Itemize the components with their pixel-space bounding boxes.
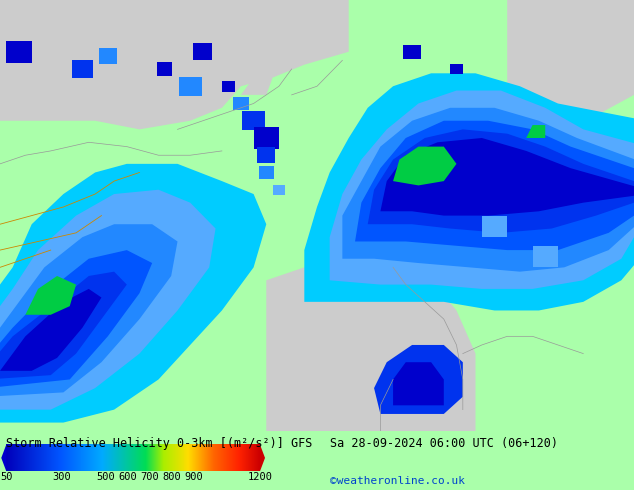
Polygon shape [342, 108, 634, 271]
Polygon shape [1, 444, 6, 471]
Polygon shape [526, 125, 545, 138]
Polygon shape [374, 345, 463, 414]
Polygon shape [403, 45, 421, 59]
Polygon shape [330, 91, 634, 289]
Polygon shape [368, 129, 634, 233]
Polygon shape [0, 289, 101, 371]
Polygon shape [222, 81, 235, 92]
Text: 600: 600 [119, 472, 137, 482]
Text: 900: 900 [184, 472, 203, 482]
Polygon shape [380, 138, 634, 216]
Polygon shape [450, 64, 463, 74]
Polygon shape [257, 147, 275, 163]
Polygon shape [72, 60, 93, 77]
Polygon shape [266, 259, 476, 431]
Polygon shape [242, 111, 265, 130]
Polygon shape [157, 62, 172, 76]
Polygon shape [0, 164, 266, 422]
Polygon shape [6, 41, 32, 63]
Polygon shape [393, 147, 456, 185]
Polygon shape [254, 127, 279, 149]
Polygon shape [25, 276, 76, 315]
Polygon shape [393, 362, 444, 405]
Text: 300: 300 [52, 472, 71, 482]
Text: 50: 50 [0, 472, 13, 482]
Polygon shape [99, 49, 117, 64]
Polygon shape [0, 0, 349, 129]
Polygon shape [0, 271, 127, 379]
Polygon shape [273, 185, 285, 195]
Polygon shape [179, 77, 202, 96]
Text: 1200: 1200 [247, 472, 273, 482]
Polygon shape [0, 250, 152, 388]
Polygon shape [355, 121, 634, 250]
Polygon shape [193, 43, 212, 60]
Text: 700: 700 [140, 472, 159, 482]
Polygon shape [259, 166, 274, 179]
Text: Sa 28-09-2024 06:00 UTC (06+120): Sa 28-09-2024 06:00 UTC (06+120) [330, 437, 558, 450]
Polygon shape [533, 246, 558, 268]
Polygon shape [304, 74, 634, 311]
Polygon shape [0, 190, 216, 410]
Text: 500: 500 [96, 472, 115, 482]
Polygon shape [0, 224, 178, 397]
Text: ©weatheronline.co.uk: ©weatheronline.co.uk [330, 476, 465, 486]
Polygon shape [233, 97, 249, 110]
Text: 800: 800 [162, 472, 181, 482]
Polygon shape [482, 216, 507, 237]
Polygon shape [241, 77, 273, 95]
Polygon shape [260, 444, 265, 471]
Polygon shape [507, 0, 634, 129]
Text: Storm Relative Helicity 0-3km [(m²/s²)] GFS: Storm Relative Helicity 0-3km [(m²/s²)] … [6, 437, 313, 450]
